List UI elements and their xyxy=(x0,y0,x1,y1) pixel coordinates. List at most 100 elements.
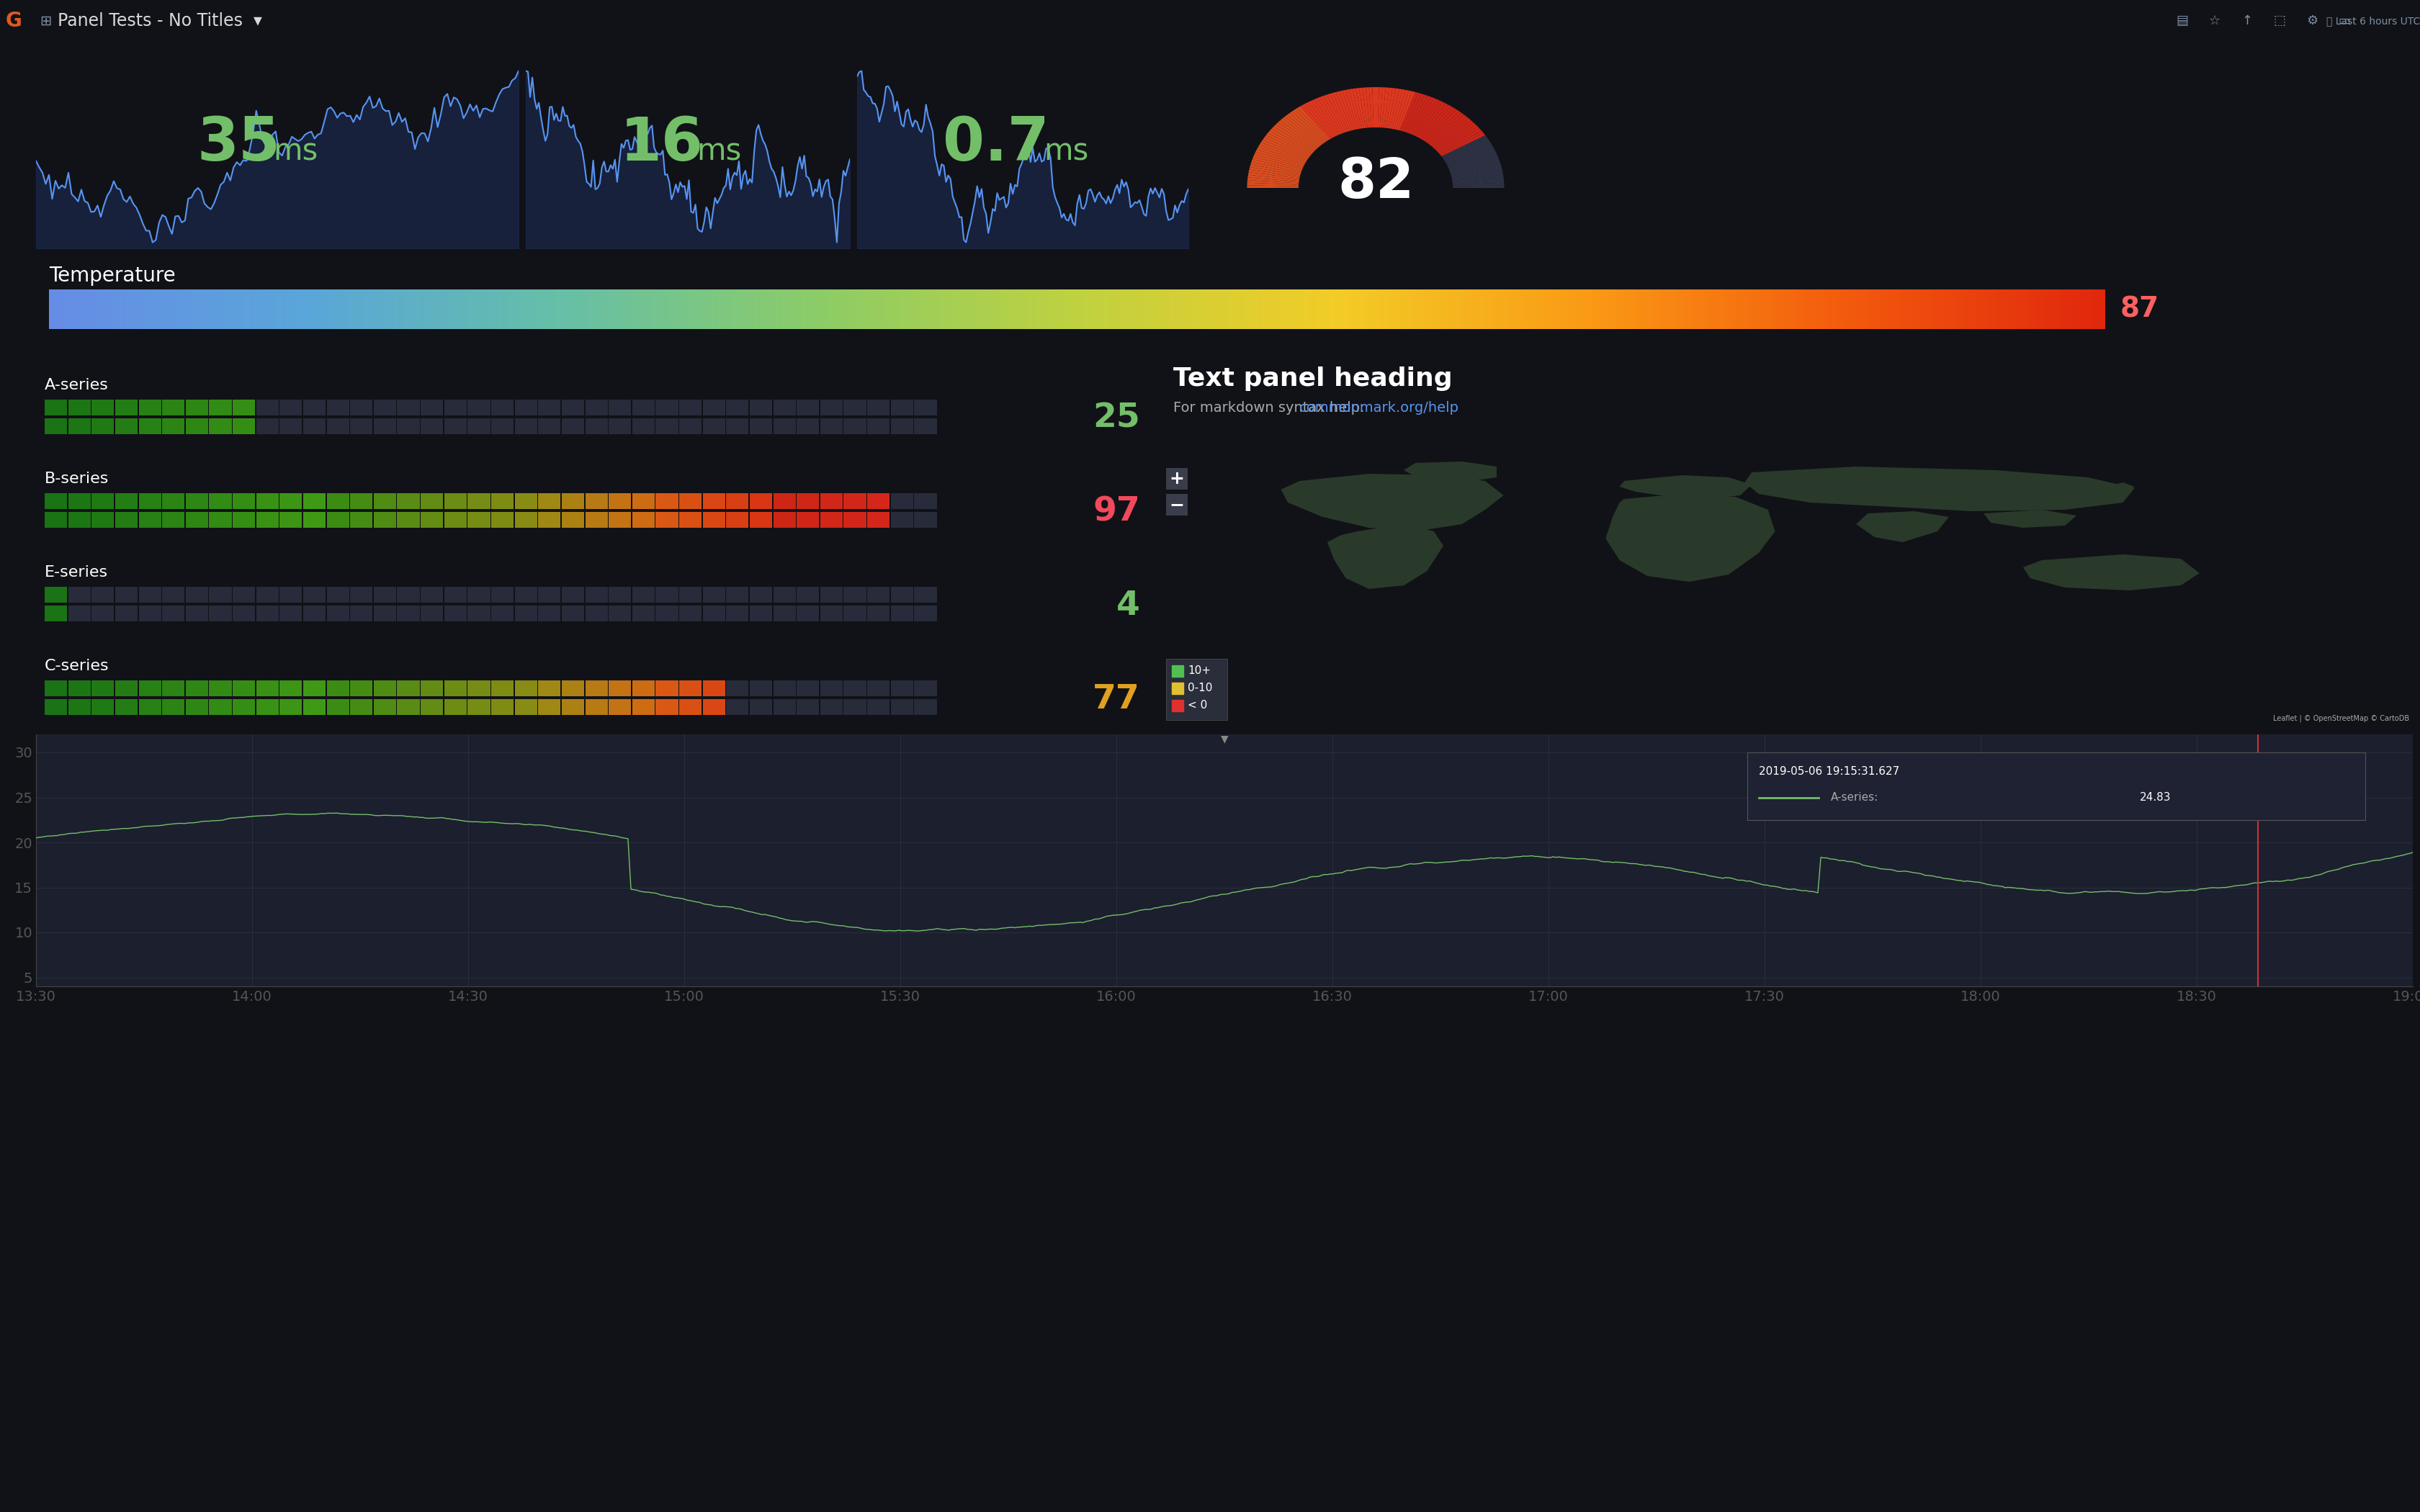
Bar xyxy=(796,513,818,528)
Bar xyxy=(1951,289,1955,330)
Bar xyxy=(1241,289,1246,330)
Polygon shape xyxy=(1251,159,1302,172)
Bar xyxy=(796,419,818,434)
Bar xyxy=(1128,289,1133,330)
Bar xyxy=(1648,289,1653,330)
Polygon shape xyxy=(1450,154,1498,169)
Bar xyxy=(692,289,697,330)
Bar xyxy=(53,289,56,330)
Bar xyxy=(44,680,68,696)
Bar xyxy=(392,289,397,330)
Bar xyxy=(532,289,537,330)
Bar xyxy=(1297,289,1300,330)
Bar xyxy=(445,605,467,621)
Bar xyxy=(281,680,302,696)
Bar xyxy=(211,289,213,330)
Bar xyxy=(895,289,900,330)
Text: Text panel heading: Text panel heading xyxy=(1174,366,1452,392)
Bar xyxy=(1888,289,1892,330)
Bar xyxy=(1091,289,1094,330)
Bar xyxy=(1348,289,1350,330)
Polygon shape xyxy=(1362,88,1370,129)
Bar xyxy=(697,289,702,330)
Bar xyxy=(387,289,392,330)
Bar xyxy=(1338,289,1341,330)
Bar xyxy=(2023,289,2026,330)
Bar xyxy=(453,289,457,330)
Bar xyxy=(690,289,695,330)
Bar xyxy=(1868,289,1873,330)
Bar xyxy=(368,289,373,330)
Bar xyxy=(866,680,891,696)
Bar xyxy=(1604,289,1609,330)
Bar xyxy=(2059,289,2064,330)
Bar xyxy=(182,289,186,330)
Bar xyxy=(201,289,203,330)
Bar xyxy=(750,399,772,416)
Polygon shape xyxy=(1254,151,1304,168)
Bar xyxy=(726,699,748,715)
Bar xyxy=(702,419,726,434)
Bar xyxy=(281,513,302,528)
Bar xyxy=(820,587,842,603)
Bar xyxy=(1885,289,1890,330)
Polygon shape xyxy=(1270,127,1314,153)
Polygon shape xyxy=(1275,122,1316,150)
Polygon shape xyxy=(1316,97,1343,135)
Polygon shape xyxy=(1251,162,1302,174)
Bar xyxy=(796,680,818,696)
Bar xyxy=(1902,289,1907,330)
Text: 82: 82 xyxy=(1338,156,1413,210)
Bar xyxy=(953,289,958,330)
Bar xyxy=(223,289,227,330)
Bar xyxy=(1479,289,1481,330)
Bar xyxy=(796,699,818,715)
Bar xyxy=(257,493,278,510)
Bar xyxy=(680,680,702,696)
Bar xyxy=(929,289,934,330)
Bar xyxy=(915,493,937,510)
Bar xyxy=(375,289,378,330)
Polygon shape xyxy=(1285,115,1324,145)
Bar xyxy=(535,289,540,330)
Bar xyxy=(866,419,891,434)
Bar xyxy=(1788,289,1793,330)
Bar xyxy=(1520,289,1522,330)
Polygon shape xyxy=(1450,165,1500,175)
Bar xyxy=(421,399,443,416)
Text: 2019-05-06 19:15:31.627: 2019-05-06 19:15:31.627 xyxy=(1759,767,1900,777)
Bar xyxy=(673,289,678,330)
Bar xyxy=(745,289,748,330)
Polygon shape xyxy=(1428,115,1467,145)
Bar xyxy=(2,6,24,36)
Bar xyxy=(1696,289,1701,330)
Bar xyxy=(99,289,104,330)
Bar xyxy=(162,399,184,416)
Bar xyxy=(537,699,561,715)
Bar xyxy=(1166,659,1227,720)
Bar xyxy=(1440,289,1445,330)
Bar xyxy=(397,605,419,621)
Bar xyxy=(869,289,871,330)
Bar xyxy=(370,289,375,330)
Bar xyxy=(1810,289,1815,330)
Bar xyxy=(92,419,114,434)
Bar xyxy=(281,699,302,715)
Bar xyxy=(951,289,953,330)
Bar xyxy=(980,289,985,330)
Polygon shape xyxy=(1406,95,1430,133)
Text: A-series:: A-series: xyxy=(1830,792,1878,803)
Bar xyxy=(932,289,937,330)
Bar xyxy=(1333,289,1338,330)
Bar xyxy=(312,289,317,330)
Bar xyxy=(426,289,431,330)
Bar xyxy=(232,399,254,416)
Bar xyxy=(136,289,138,330)
Bar xyxy=(891,699,912,715)
Bar xyxy=(152,289,155,330)
Bar xyxy=(467,399,491,416)
Bar xyxy=(888,289,893,330)
Polygon shape xyxy=(1447,151,1498,168)
Bar xyxy=(1307,289,1312,330)
Polygon shape xyxy=(1314,98,1341,135)
